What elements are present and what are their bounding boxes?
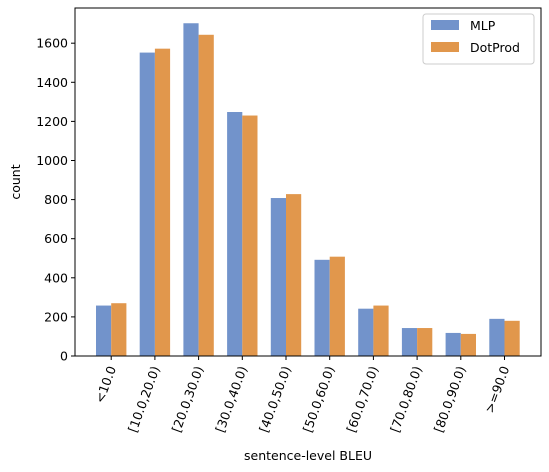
x-tick-label: [60.0,70.0) (343, 364, 381, 434)
bar-mlp-9 (489, 318, 505, 356)
x-tick-label: [80.0,90.0) (431, 364, 469, 434)
bar-mlp-4 (270, 198, 286, 356)
y-tick-label: 200 (44, 309, 68, 324)
bar-dotprod-4 (286, 194, 302, 356)
y-tick-label: 800 (44, 192, 68, 207)
x-tick-label: <10.0 (92, 364, 119, 405)
legend-label-mlp: MLP (470, 18, 496, 33)
bar-mlp-0 (96, 305, 112, 356)
x-tick-label: [10.0,20.0) (125, 364, 163, 434)
y-tick-label: 600 (44, 231, 68, 246)
bar-dotprod-3 (242, 115, 258, 356)
bar-mlp-7 (401, 328, 418, 356)
x-tick-label: [40.0,50.0) (256, 364, 294, 434)
bar-dotprod-2 (198, 34, 214, 356)
bar-mlp-5 (314, 259, 330, 356)
bar-dotprod-8 (460, 333, 476, 356)
bar-dotprod-0 (111, 303, 127, 356)
bar-mlp-6 (358, 308, 374, 356)
y-axis-ticks: 0 200 400 600 800 1000 1200 1400 1600 (36, 36, 75, 364)
x-tick-label: [50.0,60.0) (300, 364, 338, 434)
y-axis-label: count (8, 164, 23, 199)
bar-mlp-8 (445, 332, 461, 356)
bar-dotprod-6 (373, 305, 389, 356)
y-tick-label: 1400 (36, 75, 68, 90)
bar-dotprod-5 (329, 256, 345, 356)
legend-label-dotprod: DotProd (470, 40, 520, 55)
bar-mlp-1 (139, 52, 155, 356)
legend-swatch-dotprod (431, 42, 459, 52)
y-tick-label: 1600 (36, 36, 68, 51)
bar-dotprod-1 (154, 48, 171, 357)
bars-group (96, 23, 520, 357)
bar-dotprod-9 (504, 320, 520, 356)
x-tick-label: [70.0,80.0) (387, 364, 425, 434)
legend-swatch-mlp (431, 20, 459, 30)
bar-mlp-2 (183, 23, 199, 356)
x-axis-ticks: <10.0 [10.0,20.0) [20.0,30.0) [30.0,40.0) [4… (92, 356, 513, 434)
x-axis-label: sentence-level BLEU (244, 448, 372, 463)
x-tick-label: [30.0,40.0) (212, 364, 250, 434)
x-tick-label: >=90.0 (482, 364, 513, 415)
legend: MLP DotProd (422, 13, 535, 65)
bar-dotprod-7 (417, 328, 433, 356)
y-tick-label: 1200 (36, 114, 68, 129)
x-tick-label: [20.0,30.0) (169, 364, 207, 434)
y-tick-label: 1000 (36, 153, 68, 168)
bar-mlp-3 (227, 112, 243, 356)
plot-frame (74, 7, 542, 357)
y-tick-label: 400 (44, 270, 68, 285)
y-tick-label: 0 (60, 349, 68, 364)
